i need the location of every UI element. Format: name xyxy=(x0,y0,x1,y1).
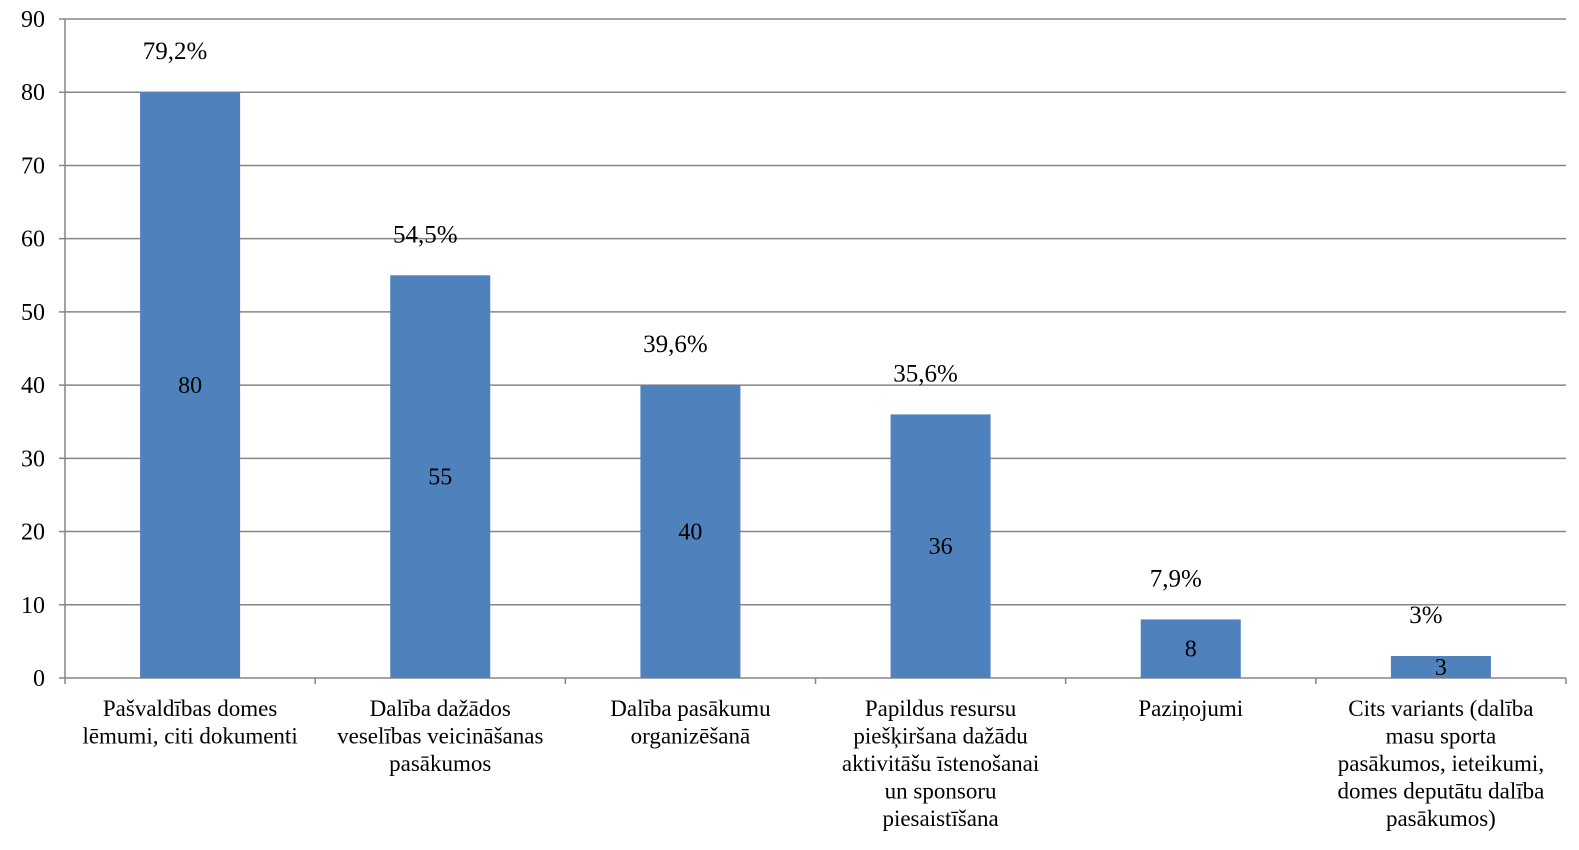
bar xyxy=(140,92,241,678)
x-category-label-line: veselības veicināšanas xyxy=(337,724,543,749)
y-tick-label: 30 xyxy=(21,446,45,472)
bar-percent-label: 39,6% xyxy=(643,331,708,358)
bar-value-label: 80 xyxy=(178,373,202,399)
bar xyxy=(390,275,491,678)
x-category-label-line: lēmumi, citi dokumenti xyxy=(82,724,297,749)
y-tick-label: 40 xyxy=(21,373,45,399)
x-category-label-line: pasākumos) xyxy=(1386,806,1496,831)
x-category-label-line: un sponsoru xyxy=(885,779,997,804)
y-tick-label: 0 xyxy=(33,666,45,692)
y-tick-label: 10 xyxy=(21,593,45,619)
x-category-label: Dalība pasākumu organizēšanā xyxy=(610,696,771,749)
x-category-label: Cits variants (dalība masu sporta pasākumo… xyxy=(1337,696,1544,831)
labels: 0 10 20 30 40 50 60 70 80 90 80 79,2% Pašvaldības do… xyxy=(21,7,1544,831)
bar xyxy=(640,385,741,678)
x-category-label-line: Papildus resursu xyxy=(865,696,1017,721)
x-category-label-line: Dalība pasākumu xyxy=(610,696,771,721)
y-tick-label: 70 xyxy=(21,153,45,179)
bar-value-label: 3 xyxy=(1435,655,1447,681)
bar-percent-label: 54,5% xyxy=(393,221,458,248)
x-category-label-line: domes deputātu dalība xyxy=(1337,779,1544,804)
bar-percent-label: 7,9% xyxy=(1150,565,1202,592)
bar-value-label: 8 xyxy=(1185,637,1197,663)
x-category-label-line: Cits variants (dalība xyxy=(1348,696,1533,721)
x-category-label-line: pasākumos, ieteikumi, xyxy=(1338,751,1544,776)
x-category-label-line: Paziņojumi xyxy=(1138,696,1243,722)
y-tick-label: 60 xyxy=(21,227,45,253)
x-category-label-line: Pašvaldības domes xyxy=(103,696,277,721)
bar xyxy=(1390,656,1491,678)
y-tick-label: 20 xyxy=(21,520,45,546)
x-category-label-line: Dalība dažādos xyxy=(370,696,511,721)
y-tick-label: 50 xyxy=(21,300,45,326)
bar-percent-label: 35,6% xyxy=(893,360,958,387)
x-category-label: Pašvaldības domes lēmumi, citi dokumenti xyxy=(82,696,297,749)
gridlines xyxy=(65,18,1566,606)
x-category-label-line: pasākumos xyxy=(389,751,491,776)
x-category-label-line: piešķiršana dažādu xyxy=(853,724,1028,750)
bar-value-label: 55 xyxy=(428,465,452,491)
bar xyxy=(890,414,991,678)
x-category-label: Papildus resursu piešķiršana dažādu aktivi… xyxy=(842,696,1039,831)
bar-value-label: 40 xyxy=(678,520,702,546)
y-tick-label: 80 xyxy=(21,80,45,106)
bar-value-label: 36 xyxy=(929,534,953,560)
bar xyxy=(1140,619,1241,678)
x-category-label: Paziņojumi xyxy=(1138,696,1243,722)
x-category-label-line: aktivitāšu īstenošanai xyxy=(842,751,1039,776)
x-category-label-line: masu sporta xyxy=(1386,724,1497,749)
x-category-label-line: organizēšanā xyxy=(631,724,751,749)
x-category-label: Dalība dažādos veselības veicināšanas pasā… xyxy=(337,696,543,776)
bar-percent-label: 79,2% xyxy=(143,38,208,65)
bar-percent-label: 3% xyxy=(1409,602,1442,629)
x-category-label-line: piesaistīšana xyxy=(882,806,998,831)
bars xyxy=(140,92,1491,678)
axes xyxy=(59,18,1567,684)
y-tick-label: 90 xyxy=(21,7,45,33)
